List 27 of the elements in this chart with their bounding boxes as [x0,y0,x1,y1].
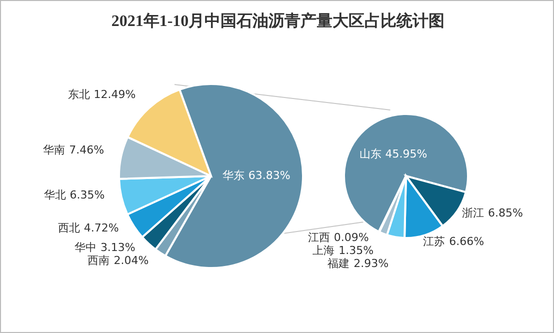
data-label: 63.83% [248,168,290,182]
slice-label: 华南 [43,144,66,157]
slice-label: 江苏 [423,235,446,248]
data-label: 12.49% [94,88,136,101]
slice-label: 西北 [58,221,80,234]
slice-label: 上海 [312,244,335,258]
data-label: 6.35% [70,188,105,202]
data-label: 2.04% [114,254,149,267]
data-label: 6.85% [488,206,523,220]
data-label: 3.13% [100,240,136,254]
data-label: 6.66% [449,235,484,248]
data-label: 4.72% [84,221,119,234]
slice-label: 浙江 [462,206,484,220]
data-label: 45.95% [385,148,428,161]
data-label: 1.35% [338,244,374,258]
slice-label: 福建 [328,257,350,270]
data-label: 0.09% [334,231,369,244]
slice-label: 山东 [359,148,382,161]
slice-label: 江西 [308,231,330,244]
slice-label: 东北 [68,88,90,101]
slice-label: 西南 [88,254,110,267]
data-label: 7.46% [69,144,104,157]
slice-label: 华中 [74,240,96,254]
data-label: 2.93% [354,257,389,270]
slice-label: 华东 [222,168,244,182]
chart-title: 2021年1-10月中国石油沥青产量大区占比统计图 [110,11,446,32]
slice-label: 华北 [44,188,66,202]
